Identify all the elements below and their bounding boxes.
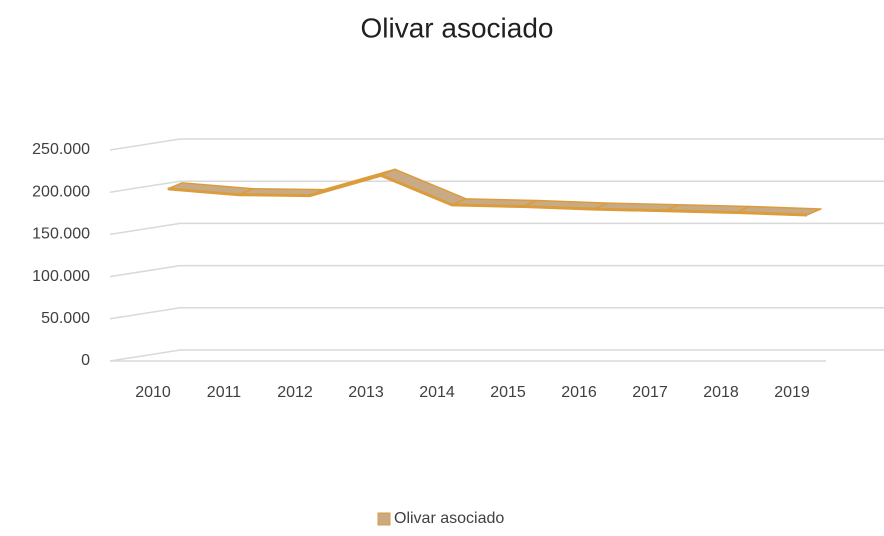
grid-line xyxy=(109,307,181,320)
grid-line xyxy=(109,349,181,362)
x-tick-label: 2017 xyxy=(632,384,668,401)
x-tick-label: 2015 xyxy=(490,384,526,401)
y-tick-label: 200.000 xyxy=(32,183,90,200)
y-tick-label: 50.000 xyxy=(41,310,90,327)
ribbon-segment xyxy=(380,168,467,206)
x-tick-label: 2011 xyxy=(207,384,242,401)
x-tick-label: 2012 xyxy=(277,384,313,401)
legend-label: Olivar asociado xyxy=(394,510,504,527)
chart-title: Olivar asociado xyxy=(361,12,554,43)
x-tick-label: 2018 xyxy=(703,384,739,401)
grid-line xyxy=(109,222,181,236)
x-tick-label: 2013 xyxy=(348,384,384,401)
x-tick-label: 2019 xyxy=(774,384,810,401)
y-tick-label: 0 xyxy=(81,352,90,369)
x-tick-label: 2014 xyxy=(419,384,455,401)
x-tick-label: 2010 xyxy=(135,384,171,401)
series-line xyxy=(167,173,808,217)
x-tick-label: 2016 xyxy=(561,384,597,401)
y-tick-label: 150.000 xyxy=(32,226,90,243)
y-tick-label: 100.000 xyxy=(32,268,90,285)
legend-swatch xyxy=(377,512,391,526)
y-tick-label: 250.000 xyxy=(32,141,90,158)
grid-line xyxy=(109,180,181,193)
grid-line xyxy=(109,138,181,151)
grid-line xyxy=(109,264,181,278)
